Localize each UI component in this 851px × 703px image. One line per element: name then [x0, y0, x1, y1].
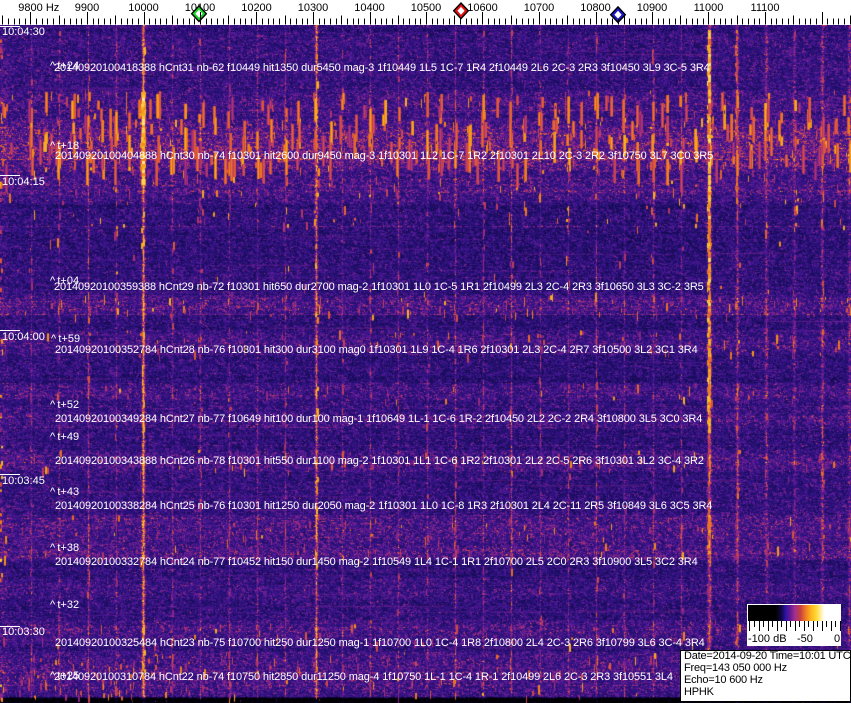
- svg-text:11100: 11100: [751, 2, 780, 14]
- svg-text:10300: 10300: [298, 2, 329, 14]
- svg-text:10400: 10400: [354, 2, 385, 14]
- svg-text:10900: 10900: [637, 2, 668, 14]
- svg-text:11000: 11000: [694, 2, 724, 14]
- svg-text:10500: 10500: [411, 2, 442, 14]
- svg-text:10600: 10600: [467, 2, 498, 14]
- svg-text:10000: 10000: [128, 2, 159, 14]
- svg-text:10800: 10800: [580, 2, 611, 14]
- svg-text:10200: 10200: [241, 2, 272, 14]
- svg-text:9800 Hz: 9800 Hz: [18, 2, 59, 14]
- svg-text:10700: 10700: [524, 2, 555, 14]
- svg-text:9900: 9900: [75, 2, 99, 14]
